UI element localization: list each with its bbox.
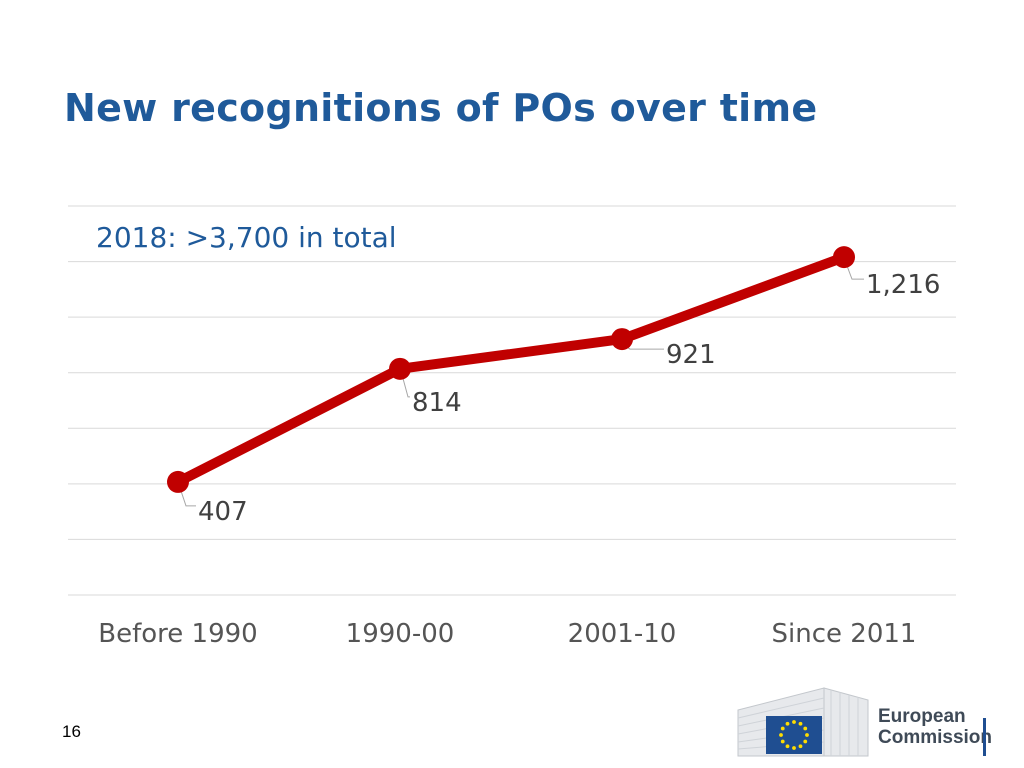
x-tick-label: Since 2011 bbox=[772, 619, 917, 649]
data-point bbox=[611, 328, 633, 351]
data-label-leader bbox=[401, 374, 410, 398]
chart-points bbox=[167, 246, 855, 493]
logo-line-1: European bbox=[878, 706, 966, 727]
chart-gridlines bbox=[68, 205, 956, 596]
european-commission-logo: European Commission bbox=[736, 686, 996, 758]
chart-series-line bbox=[173, 252, 849, 487]
chart-x-tick-labels: Before 1990 1990-00 2001-10 Since 2011 bbox=[98, 619, 916, 649]
flag-star bbox=[779, 733, 783, 737]
data-label: 921 bbox=[666, 340, 716, 370]
data-point bbox=[833, 246, 855, 269]
logo-divider bbox=[983, 718, 986, 756]
data-label: 407 bbox=[198, 497, 248, 527]
data-label-leader bbox=[845, 262, 864, 280]
data-label: 814 bbox=[412, 388, 462, 418]
flag-star bbox=[803, 739, 808, 744]
data-point bbox=[389, 357, 411, 380]
flag-star bbox=[785, 744, 790, 749]
flag-star bbox=[803, 726, 808, 731]
data-point bbox=[167, 470, 189, 493]
flag-star bbox=[798, 721, 803, 726]
logo-wordmark: European Commission bbox=[878, 706, 992, 748]
data-label-leader bbox=[179, 487, 196, 507]
chart-data-labels: 407 814 921 1,216 bbox=[198, 270, 940, 527]
chart-annotation: 2018: >3,700 in total bbox=[96, 221, 397, 254]
logo-line-2: Commission bbox=[878, 727, 993, 748]
berlaymont-building-icon bbox=[737, 687, 869, 757]
x-tick-label: Before 1990 bbox=[98, 619, 257, 649]
page-number: 16 bbox=[62, 722, 81, 741]
flag-star bbox=[785, 721, 790, 726]
flag-star bbox=[780, 726, 785, 731]
flag-star bbox=[792, 720, 796, 724]
x-tick-label: 1990-00 bbox=[346, 619, 455, 649]
page-title: New recognitions of POs over time bbox=[64, 86, 818, 130]
data-label-leaders bbox=[179, 262, 864, 507]
data-label: 1,216 bbox=[866, 270, 940, 300]
flag-star bbox=[805, 733, 809, 737]
x-tick-label: 2001-10 bbox=[568, 619, 677, 649]
flag-star bbox=[792, 746, 796, 750]
flag-star bbox=[798, 744, 803, 749]
series-line bbox=[173, 252, 849, 487]
flag-star bbox=[780, 739, 785, 744]
